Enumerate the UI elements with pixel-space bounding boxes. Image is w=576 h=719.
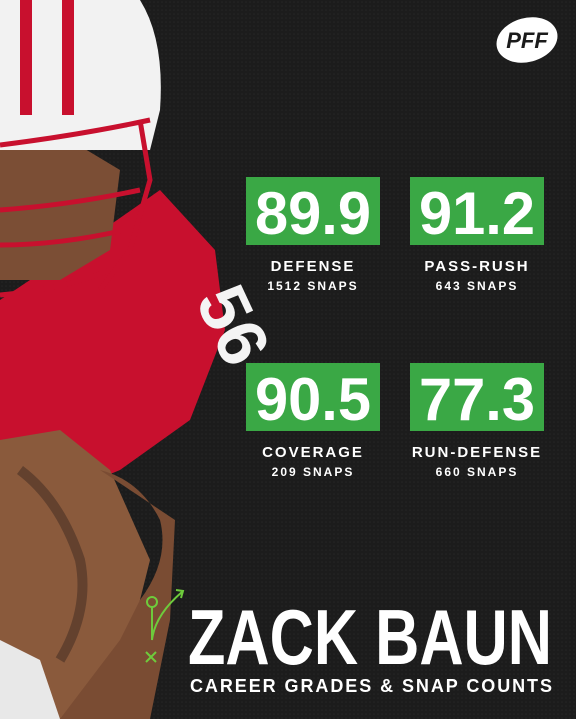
grade: 89.9 <box>255 180 371 247</box>
snap-count: 209 SNAPS <box>272 465 355 479</box>
stat-label: COVERAGE <box>262 444 364 461</box>
grade-box <box>246 177 380 245</box>
logo-text: PFF <box>506 28 548 53</box>
snap-count: 643 SNAPS <box>436 279 519 293</box>
snap-count: 660 SNAPS <box>436 465 519 479</box>
grade: 91.2 <box>419 180 535 247</box>
logo-badge <box>496 17 558 63</box>
play-icon <box>145 589 185 663</box>
subtitle: CAREER GRADES & SNAP COUNTS <box>190 676 552 696</box>
snap-count: 1512 SNAPS <box>267 279 358 293</box>
grade: 77.3 <box>419 366 535 433</box>
stat-label: DEFENSE <box>271 258 356 275</box>
stat-label: PASS-RUSH <box>424 258 529 275</box>
grade-box <box>410 177 544 245</box>
player-name: ZACK BAUN <box>188 593 552 681</box>
grade: 90.5 <box>255 366 371 433</box>
grade-box <box>410 363 544 431</box>
stats: 89.9 DEFENSE 1512 SNAPS 91.2 PASS-RUSH 643 SN… <box>246 177 544 479</box>
grade-box <box>246 363 380 431</box>
stat-label: RUN-DEFENSE <box>412 444 542 461</box>
